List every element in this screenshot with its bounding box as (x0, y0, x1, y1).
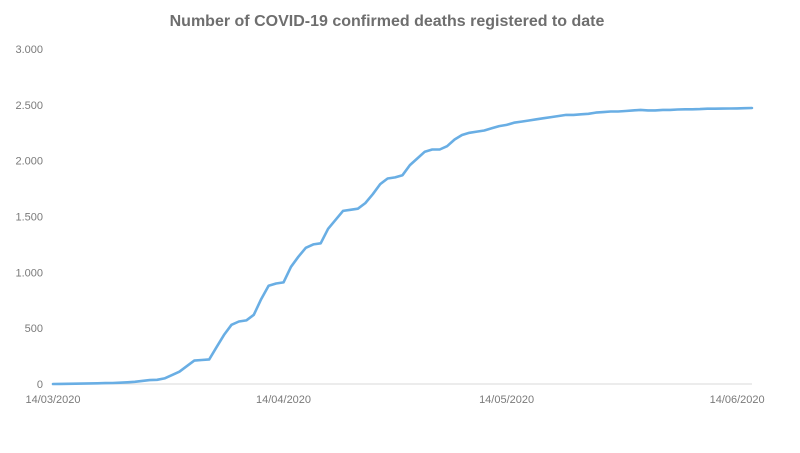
y-axis-ticks: 0 500 1.000 1.500 2.000 2.500 3.000 (15, 44, 43, 391)
y-tick-label: 500 (25, 323, 43, 335)
x-tick-label: 14/05/2020 (479, 394, 534, 406)
x-tick-label: 14/06/2020 (710, 394, 765, 406)
y-tick-label: 1.000 (15, 267, 43, 279)
y-tick-label: 2.000 (15, 156, 43, 168)
x-tick-label: 14/04/2020 (256, 394, 311, 406)
chart-title: Number of COVID-19 confirmed deaths regi… (170, 13, 605, 30)
series-line (51, 106, 754, 386)
x-axis-ticks: 14/03/2020 14/04/2020 14/05/2020 14/06/2020 (25, 394, 764, 406)
y-tick-label: 1.500 (15, 212, 43, 224)
y-tick-label: 0 (37, 379, 43, 391)
x-tick-label: 14/03/2020 (25, 394, 80, 406)
y-tick-label: 2.500 (15, 100, 43, 112)
y-tick-label: 3.000 (15, 44, 43, 56)
